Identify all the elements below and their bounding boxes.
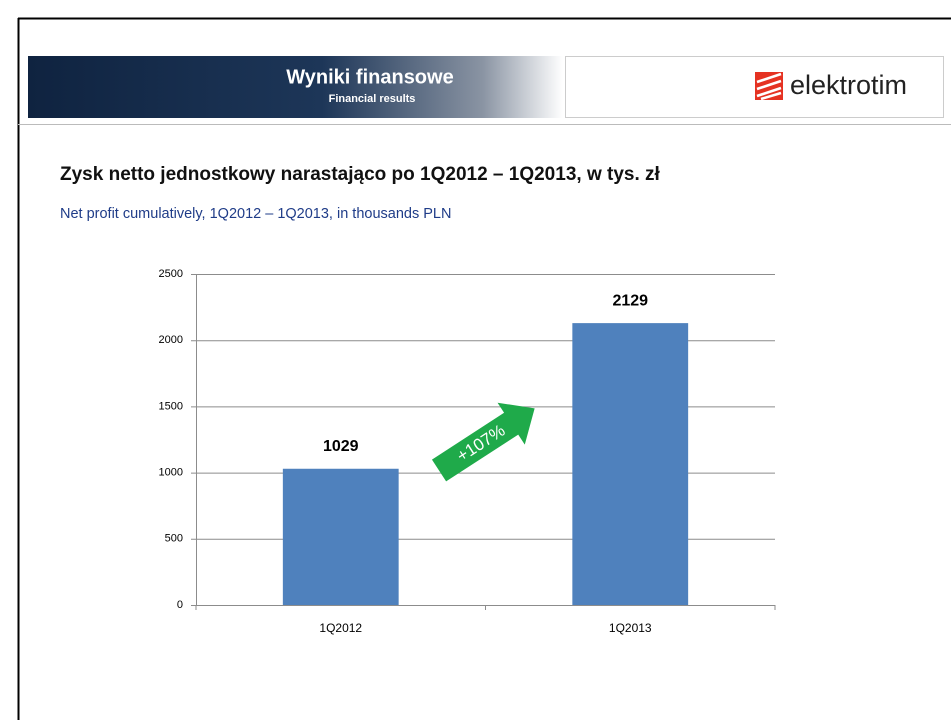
y-tick-label: 2500	[159, 268, 183, 280]
value-label: 1029	[323, 438, 359, 455]
logo-text: elektrotim	[790, 70, 907, 100]
x-tick-label: 1Q2012	[319, 621, 362, 635]
bar	[572, 323, 689, 605]
y-tick-label: 1500	[159, 400, 183, 412]
plot: 0 500 1000 1500 2000 2500 1Q2012 1029 1Q2013 2129	[159, 268, 776, 635]
growth-arrow: +107%	[431, 402, 535, 482]
bar	[282, 468, 399, 605]
y-tick-label: 1000	[159, 467, 183, 479]
logo-box	[565, 56, 944, 118]
value-label: 2129	[612, 292, 648, 309]
y-tick-label: 2000	[159, 334, 183, 346]
header-band	[28, 56, 563, 118]
logo-icon	[755, 72, 783, 101]
y-tick-label: 500	[165, 533, 183, 545]
x-tick-label: 1Q2013	[609, 621, 652, 635]
header-title: Wyniki finansowe	[286, 66, 453, 88]
y-tick-label: 0	[177, 599, 183, 611]
header-subtitle: Financial results	[329, 93, 416, 105]
chart-subtitle: Net profit cumulatively, 1Q2012 – 1Q2013…	[60, 206, 451, 222]
chart-title: Zysk netto jednostkowy narastająco po 1Q…	[60, 164, 661, 185]
